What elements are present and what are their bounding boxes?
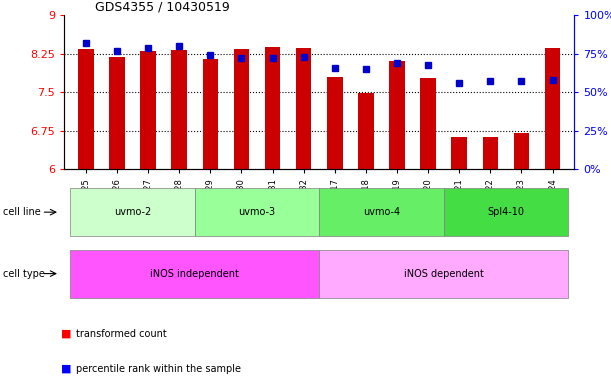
Bar: [109, 57, 125, 169]
Bar: [78, 49, 93, 169]
Text: iNOS independent: iNOS independent: [150, 268, 240, 279]
Bar: [358, 93, 374, 169]
Bar: [203, 59, 218, 169]
Bar: [141, 51, 156, 169]
Bar: [483, 137, 498, 169]
Text: uvmo-2: uvmo-2: [114, 207, 151, 217]
Text: Spl4-10: Spl4-10: [488, 207, 524, 217]
Text: cell type: cell type: [3, 268, 45, 279]
Bar: [545, 48, 560, 169]
Bar: [514, 133, 529, 169]
Bar: [389, 61, 405, 169]
Bar: [420, 78, 436, 169]
Text: percentile rank within the sample: percentile rank within the sample: [76, 364, 241, 374]
Text: ■: ■: [61, 364, 71, 374]
Text: cell line: cell line: [3, 207, 41, 217]
Text: ■: ■: [61, 329, 71, 339]
Bar: [172, 50, 187, 169]
Bar: [452, 137, 467, 169]
Bar: [265, 47, 280, 169]
Bar: [327, 77, 343, 169]
Bar: [296, 48, 312, 169]
Bar: [233, 49, 249, 169]
Text: uvmo-4: uvmo-4: [363, 207, 400, 217]
Text: GDS4355 / 10430519: GDS4355 / 10430519: [95, 0, 230, 13]
Text: transformed count: transformed count: [76, 329, 167, 339]
Text: uvmo-3: uvmo-3: [238, 207, 276, 217]
Text: iNOS dependent: iNOS dependent: [404, 268, 484, 279]
